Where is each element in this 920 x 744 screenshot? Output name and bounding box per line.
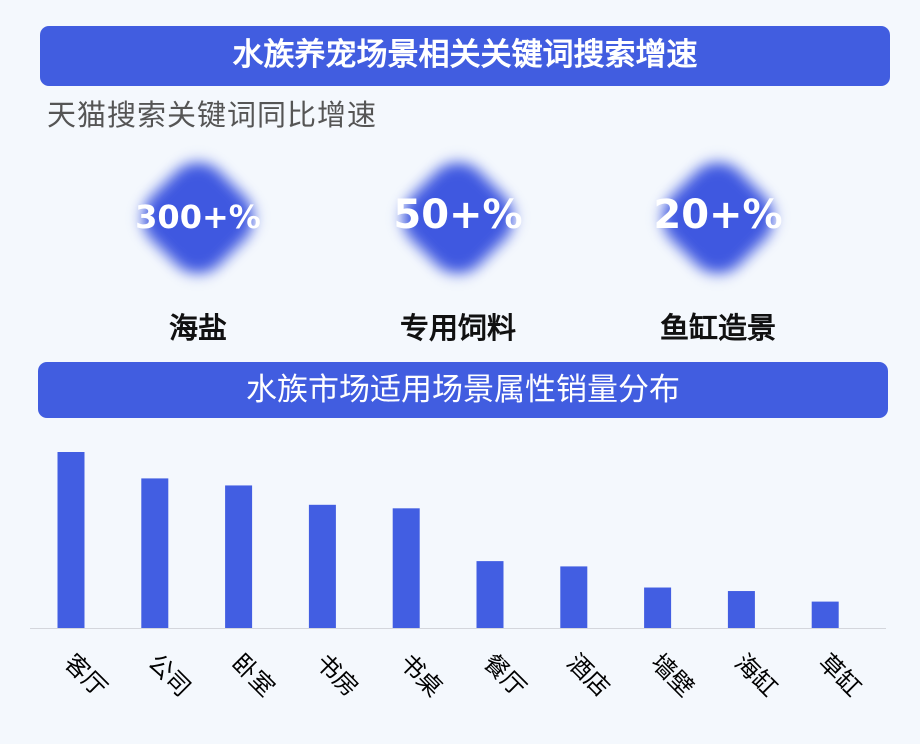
- x-tick-label: 客厅: [59, 648, 113, 702]
- page-title: 水族养宠场景相关关键词搜索增速: [232, 37, 698, 73]
- bar-7: [560, 566, 588, 628]
- x-tick-label: 卧室: [226, 648, 280, 702]
- x-tick-label: 书房: [310, 648, 364, 702]
- stat-value: 50+%: [393, 192, 523, 238]
- bar-8: [644, 587, 672, 628]
- section-title: 水族市场适用场景属性销量分布: [246, 372, 680, 408]
- stat-label: 鱼缸造景: [659, 311, 776, 345]
- x-tick-label: 公司: [143, 648, 197, 702]
- stat-aquascape: 20+% 鱼缸造景: [620, 150, 820, 350]
- bar-10: [811, 601, 839, 628]
- x-tick-label: 餐厅: [478, 648, 532, 702]
- bar-5: [392, 508, 420, 628]
- x-tick-label: 酒店: [562, 648, 616, 702]
- title-banner: 水族养宠场景相关关键词搜索增速: [40, 26, 890, 86]
- stat-value: 300+%: [135, 198, 261, 236]
- section-banner: 水族市场适用场景属性销量分布: [38, 362, 888, 418]
- stat-sea-salt: 300+% 海盐: [100, 150, 300, 350]
- bar-1: [57, 452, 85, 628]
- x-tick-label: 书桌: [394, 648, 448, 702]
- stat-value: 20+%: [653, 192, 783, 238]
- bar-6: [476, 561, 504, 628]
- x-tick-label: 草缸: [813, 648, 867, 702]
- stat-label: 海盐: [168, 311, 227, 345]
- bar-3: [225, 485, 253, 628]
- stat-label: 专用饲料: [399, 311, 516, 345]
- x-tick-label: 墙壁: [645, 648, 699, 702]
- bar-9: [727, 591, 755, 628]
- x-tick-label: 海缸: [729, 648, 783, 702]
- stat-special-feed: 50+% 专用饲料: [360, 150, 560, 350]
- bar-4: [308, 504, 336, 628]
- bar-2: [141, 478, 169, 628]
- subtitle: 天猫搜索关键词同比增速: [47, 98, 378, 132]
